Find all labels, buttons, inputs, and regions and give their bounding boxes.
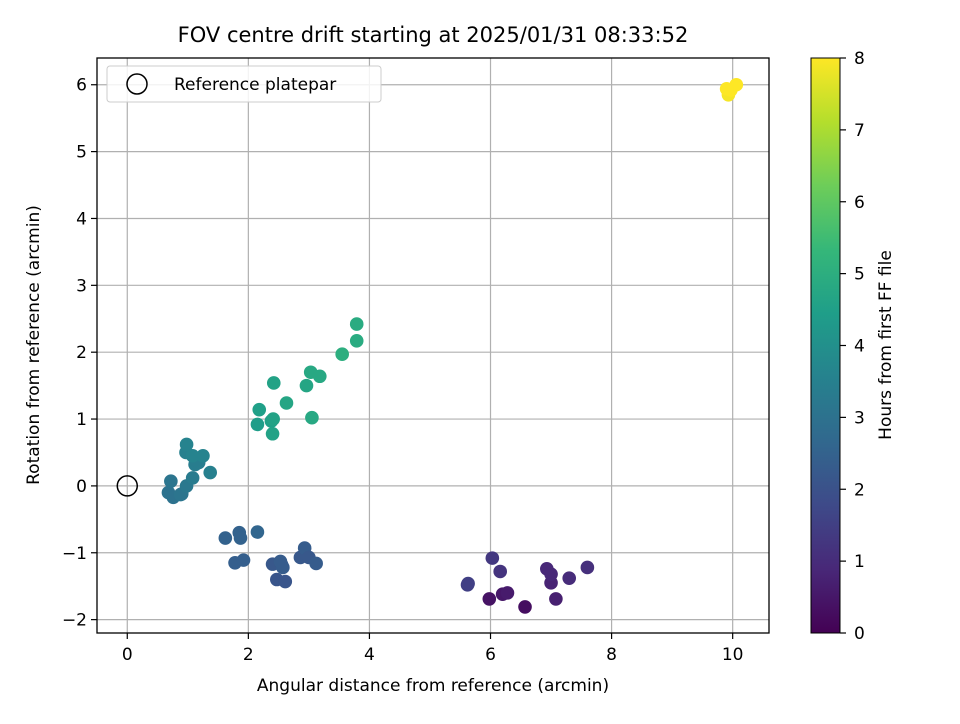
data-point bbox=[580, 560, 595, 575]
data-point bbox=[312, 369, 327, 384]
plot-frame bbox=[96, 57, 770, 634]
data-point bbox=[518, 600, 532, 614]
data-point bbox=[335, 347, 349, 361]
x-tick-label: 8 bbox=[606, 645, 617, 665]
colorbar-tick-label: 1 bbox=[854, 552, 865, 572]
y-tick-label: −2 bbox=[62, 611, 87, 631]
data-point bbox=[719, 81, 734, 96]
colorbar-tick-label: 0 bbox=[854, 624, 865, 644]
data-point bbox=[164, 474, 178, 489]
data-point bbox=[493, 564, 508, 579]
data-points bbox=[161, 77, 744, 614]
data-point bbox=[233, 531, 248, 545]
data-point bbox=[250, 525, 265, 539]
data-point bbox=[549, 592, 563, 606]
data-point bbox=[482, 592, 497, 606]
colorbar-tick-label: 6 bbox=[854, 193, 865, 213]
data-point bbox=[349, 334, 364, 348]
data-point bbox=[265, 426, 280, 441]
data-point bbox=[218, 531, 233, 545]
y-axis-label: Rotation from reference (arcmin) bbox=[24, 205, 44, 485]
reference-platepar-marker bbox=[116, 475, 139, 497]
data-point bbox=[500, 586, 515, 600]
colorbar-tick-label: 8 bbox=[854, 49, 865, 69]
y-tick-label: 5 bbox=[76, 143, 87, 163]
y-tick-label: 0 bbox=[76, 477, 87, 497]
colorbar-label: Hours from first FF file bbox=[876, 250, 896, 440]
colorbar-tick-label: 3 bbox=[854, 408, 865, 428]
y-tick-label: 1 bbox=[76, 410, 87, 430]
data-point bbox=[179, 437, 194, 452]
colorbar-tick-label: 4 bbox=[854, 337, 865, 357]
legend-label-reference: Reference platepar bbox=[174, 75, 336, 95]
data-point bbox=[349, 317, 364, 331]
data-point bbox=[540, 562, 554, 576]
colorbar bbox=[811, 58, 840, 633]
y-tick-label: 4 bbox=[76, 209, 87, 229]
data-point bbox=[196, 449, 210, 463]
x-tick-label: 10 bbox=[722, 645, 744, 665]
x-axis-ticks: 0 2 4 6 8 10 bbox=[122, 633, 744, 665]
data-point bbox=[309, 556, 323, 571]
x-tick-label: 4 bbox=[364, 645, 375, 665]
y-tick-label: −1 bbox=[62, 544, 87, 564]
legend-marker-reference bbox=[126, 73, 148, 95]
colorbar-tick-label: 5 bbox=[854, 265, 865, 285]
data-point bbox=[203, 465, 218, 480]
y-tick-label: 2 bbox=[76, 343, 87, 363]
data-point bbox=[485, 551, 500, 565]
data-point bbox=[562, 571, 577, 585]
data-point bbox=[273, 554, 288, 569]
y-tick-label: 6 bbox=[76, 76, 87, 96]
colorbar-tick-label: 2 bbox=[854, 480, 865, 500]
data-point bbox=[185, 449, 200, 463]
colorbar-ticks: 0 1 2 3 4 5 6 7 8 bbox=[840, 49, 865, 644]
data-point bbox=[461, 576, 475, 591]
colorbar-tick-label: 7 bbox=[854, 121, 865, 141]
legend-box bbox=[106, 65, 382, 103]
data-point bbox=[266, 412, 280, 426]
x-tick-label: 0 bbox=[122, 645, 133, 665]
x-axis-label: Angular distance from reference (arcmin) bbox=[257, 676, 609, 696]
legend: Reference platepar bbox=[106, 65, 382, 103]
data-point bbox=[299, 378, 314, 393]
x-tick-label: 6 bbox=[485, 645, 496, 665]
data-point bbox=[278, 574, 293, 589]
data-point bbox=[185, 471, 200, 485]
x-tick-label: 2 bbox=[243, 645, 254, 665]
data-point bbox=[250, 417, 265, 432]
y-axis-ticks: −2 −1 0 1 2 3 4 5 6 bbox=[62, 76, 97, 631]
grid bbox=[97, 58, 769, 633]
y-tick-label: 3 bbox=[76, 276, 87, 296]
chart-title: FOV centre drift starting at 2025/01/31 … bbox=[178, 23, 689, 47]
data-point bbox=[266, 376, 281, 390]
data-point bbox=[305, 410, 319, 425]
data-point bbox=[252, 402, 267, 417]
data-point bbox=[279, 396, 294, 410]
data-point bbox=[236, 553, 251, 567]
